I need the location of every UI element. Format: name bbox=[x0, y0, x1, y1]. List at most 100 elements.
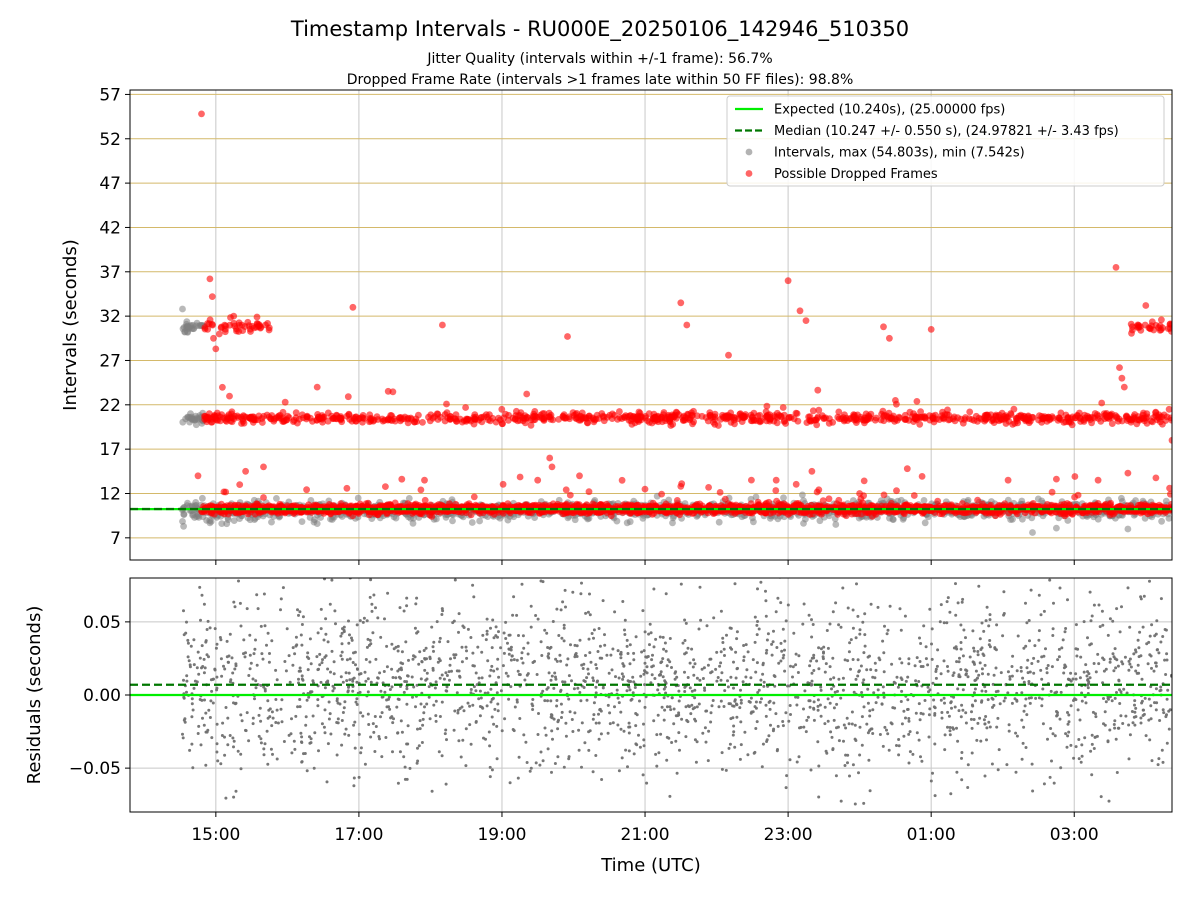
dropped-marker bbox=[868, 513, 876, 520]
dropped-marker bbox=[495, 414, 502, 422]
dropped-marker bbox=[498, 405, 506, 413]
dropped-marker bbox=[522, 415, 529, 422]
dropped-marker bbox=[1166, 320, 1172, 328]
interval-marker bbox=[613, 517, 621, 525]
interval-marker bbox=[449, 517, 456, 525]
dropped-marker bbox=[1094, 476, 1102, 484]
dropped-marker bbox=[661, 502, 668, 510]
interval-marker bbox=[405, 495, 413, 502]
dropped-marker bbox=[1048, 413, 1056, 420]
dropped-marker bbox=[632, 413, 640, 421]
interval-marker bbox=[800, 520, 807, 527]
dropped-marker bbox=[880, 323, 887, 331]
dropped-marker bbox=[645, 410, 653, 417]
dropped-marker bbox=[212, 345, 220, 353]
interval-marker bbox=[476, 517, 483, 525]
dropped-marker bbox=[447, 415, 454, 423]
dropped-marker bbox=[1035, 416, 1042, 424]
dropped-marker bbox=[910, 492, 918, 499]
interval-marker bbox=[186, 414, 194, 421]
interval-marker bbox=[816, 517, 824, 525]
dropped-marker bbox=[898, 504, 906, 512]
y-tick-label: 22 bbox=[99, 396, 121, 416]
dropped-marker bbox=[773, 409, 781, 417]
dropped-marker bbox=[1010, 405, 1018, 413]
dropped-marker bbox=[796, 307, 804, 315]
dropped-marker bbox=[531, 408, 539, 415]
dropped-marker bbox=[318, 415, 326, 423]
dropped-marker bbox=[840, 417, 848, 425]
interval-marker bbox=[218, 520, 226, 527]
dropped-marker bbox=[772, 476, 780, 484]
dropped-marker bbox=[194, 472, 202, 480]
dropped-marker bbox=[453, 418, 460, 425]
dropped-marker bbox=[834, 413, 842, 421]
dropped-marker bbox=[673, 497, 681, 504]
dropped-marker bbox=[265, 324, 273, 332]
y-tick-label: 12 bbox=[99, 484, 121, 504]
dropped-marker bbox=[1118, 374, 1126, 382]
interval-marker bbox=[1158, 517, 1165, 525]
dropped-marker bbox=[918, 473, 926, 480]
dropped-marker bbox=[1137, 506, 1144, 514]
dropped-marker bbox=[1074, 491, 1082, 499]
y-tick-label: 17 bbox=[99, 440, 121, 460]
dropped-marker bbox=[995, 417, 1003, 425]
dropped-marker bbox=[529, 502, 536, 510]
dropped-marker bbox=[678, 480, 686, 488]
interval-marker bbox=[799, 491, 806, 499]
dropped-marker bbox=[1025, 419, 1033, 427]
dropped-marker bbox=[603, 413, 611, 421]
dropped-marker bbox=[1147, 325, 1154, 333]
dropped-marker bbox=[470, 493, 478, 501]
dropped-marker bbox=[780, 411, 788, 419]
dropped-marker bbox=[559, 412, 567, 420]
dropped-marker bbox=[227, 417, 235, 425]
dropped-marker bbox=[358, 414, 366, 421]
interval-marker bbox=[1165, 515, 1172, 522]
dropped-marker bbox=[907, 502, 914, 509]
dropped-marker bbox=[1165, 405, 1172, 413]
dropped-marker bbox=[352, 417, 360, 425]
dropped-marker bbox=[210, 334, 217, 342]
dropped-marker bbox=[1168, 436, 1172, 444]
dropped-marker bbox=[689, 510, 696, 517]
interval-marker bbox=[199, 494, 206, 502]
dropped-marker bbox=[1048, 488, 1056, 496]
dropped-marker bbox=[267, 415, 274, 422]
dropped-marker bbox=[408, 415, 415, 423]
dropped-marker bbox=[470, 420, 478, 428]
interval-marker bbox=[298, 518, 306, 525]
dropped-marker bbox=[1168, 327, 1172, 335]
dropped-marker bbox=[752, 417, 760, 425]
dropped-marker bbox=[513, 407, 520, 415]
dropped-marker bbox=[285, 414, 293, 421]
dropped-marker bbox=[989, 416, 997, 424]
interval-marker bbox=[179, 305, 186, 313]
dropped-marker bbox=[230, 319, 238, 327]
dropped-marker bbox=[516, 416, 524, 424]
dropped-marker bbox=[437, 413, 444, 421]
dropped-marker bbox=[398, 475, 406, 483]
dropped-marker bbox=[669, 420, 677, 428]
dropped-marker bbox=[970, 417, 978, 424]
dropped-marker bbox=[242, 467, 250, 475]
dropped-marker bbox=[814, 386, 822, 394]
dropped-marker bbox=[415, 411, 422, 419]
dropped-marker bbox=[625, 416, 633, 424]
dropped-marker bbox=[860, 477, 868, 485]
dropped-marker bbox=[279, 408, 287, 416]
dropped-marker bbox=[584, 419, 591, 427]
dropped-marker bbox=[1024, 501, 1032, 509]
dropped-marker bbox=[337, 414, 345, 422]
dropped-marker bbox=[1101, 412, 1109, 419]
dropped-marker bbox=[1136, 416, 1143, 424]
dropped-marker bbox=[439, 321, 446, 329]
dropped-marker bbox=[566, 491, 574, 499]
dropped-marker bbox=[979, 500, 986, 508]
interval-marker bbox=[1029, 529, 1036, 536]
dropped-marker bbox=[313, 416, 321, 424]
dropped-marker bbox=[500, 509, 507, 517]
dropped-marker bbox=[484, 506, 492, 514]
dropped-marker bbox=[247, 328, 254, 335]
